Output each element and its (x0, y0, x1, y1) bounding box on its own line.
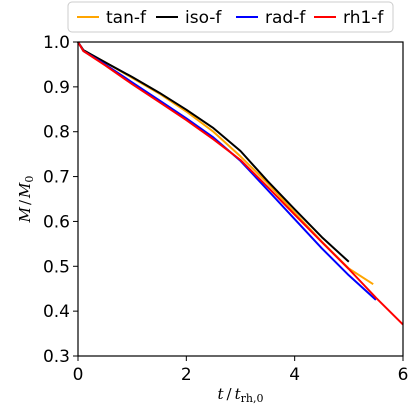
x-tick-label: 2 (181, 365, 192, 385)
legend-label-tan-f: tan-f (106, 8, 147, 28)
x-tick-label: 4 (289, 365, 300, 385)
series-layer (77, 41, 404, 326)
y-axis-label: M/M0 (16, 176, 36, 224)
y-tick-label: 0.8 (43, 123, 70, 143)
legend-box (67, 1, 394, 33)
x-axis-label-t2: t (235, 385, 242, 403)
legend: tan-f iso-f rad-f rh1-f (67, 1, 394, 33)
x-axis-label-t: t (218, 385, 225, 403)
y-tick-label: 0.4 (43, 302, 70, 322)
x-tick-label: 6 (398, 365, 409, 385)
y-tick-label: 1.0 (43, 33, 70, 53)
legend-label-iso-f: iso-f (185, 8, 222, 28)
y-tick-label: 0.5 (43, 257, 70, 277)
x-axis-label: t / trh,0 (218, 385, 264, 405)
x-axis: 0 2 4 6 (73, 356, 409, 385)
series-line-iso-f (77, 41, 350, 263)
y-tick-label: 0.6 (43, 212, 70, 232)
x-tick-label: 0 (73, 365, 84, 385)
y-tick-label: 0.7 (43, 168, 70, 188)
y-tick-label: 0.9 (43, 78, 70, 98)
series-line-rad-f (77, 41, 377, 301)
legend-label-rh1-f: rh1-f (343, 8, 384, 28)
y-tick-label: 0.3 (43, 347, 70, 367)
plot-frame (77, 41, 404, 357)
legend-label-rad-f: rad-f (265, 8, 306, 28)
series-line-rh1-f (77, 41, 404, 326)
y-axis: 0.3 0.4 0.5 0.6 0.7 0.8 0.9 1.0 (43, 33, 78, 367)
